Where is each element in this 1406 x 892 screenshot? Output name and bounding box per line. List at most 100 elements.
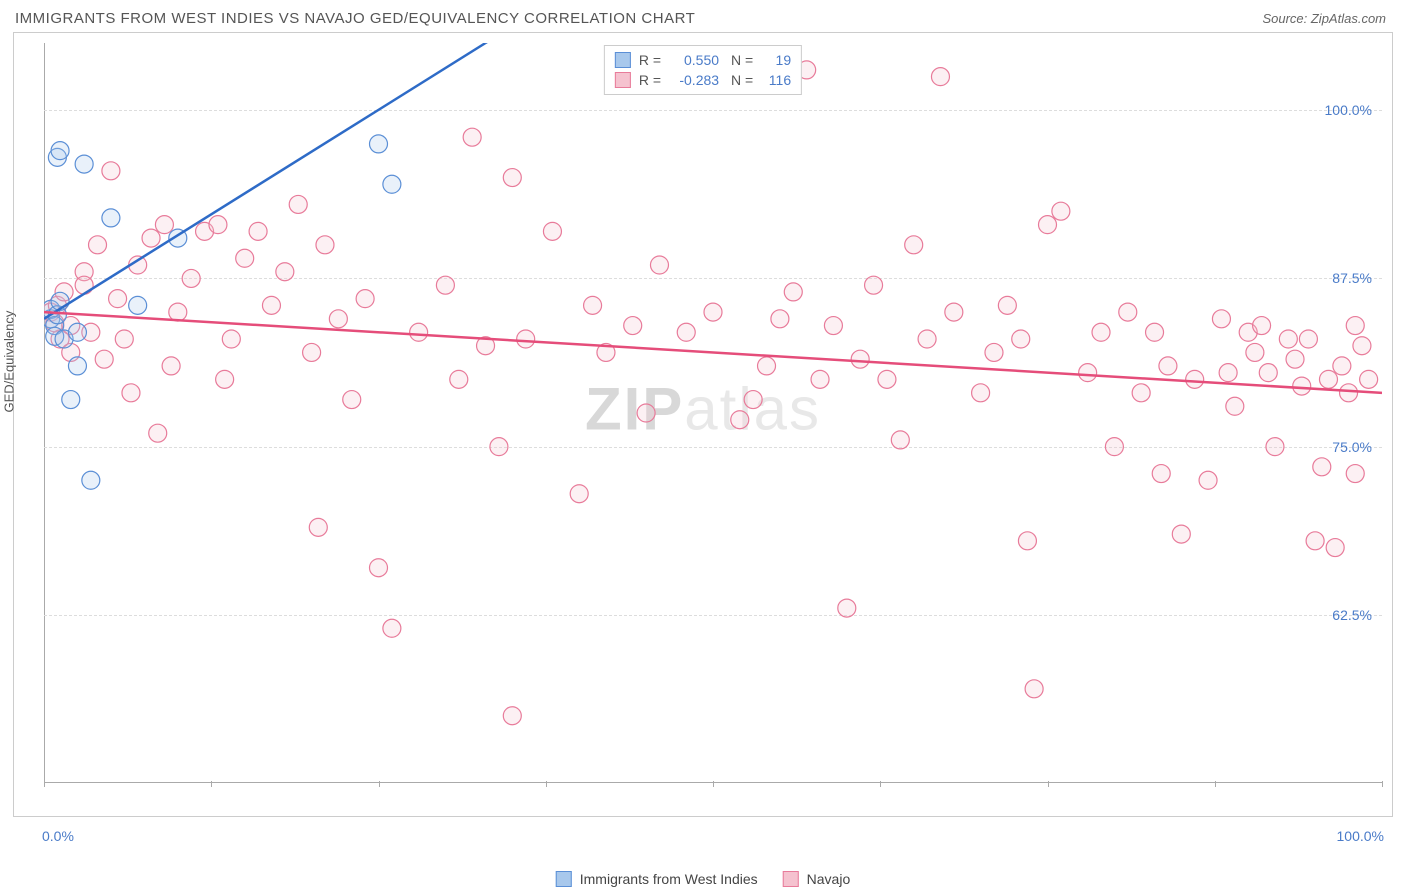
- scatter-point: [75, 155, 93, 173]
- scatter-point: [236, 249, 254, 267]
- scatter-point: [370, 135, 388, 153]
- scatter-point: [1286, 350, 1304, 368]
- scatter-point: [89, 236, 107, 254]
- scatter-point: [51, 142, 69, 160]
- scatter-point: [410, 323, 428, 341]
- scatter-point: [1119, 303, 1137, 321]
- scatter-point: [1266, 438, 1284, 456]
- scatter-point: [115, 330, 133, 348]
- scatter-point: [249, 222, 267, 240]
- scatter-point: [584, 296, 602, 314]
- scatter-point: [1253, 317, 1271, 335]
- scatter-point: [637, 404, 655, 422]
- scatter-point: [102, 209, 120, 227]
- scatter-point: [343, 391, 361, 409]
- scatter-point: [1025, 680, 1043, 698]
- scatter-point: [1018, 532, 1036, 550]
- r-label: R =: [639, 72, 661, 88]
- scatter-point: [1039, 216, 1057, 234]
- scatter-point: [972, 384, 990, 402]
- scatter-point: [450, 370, 468, 388]
- scatter-point: [109, 290, 127, 308]
- y-axis-label: GED/Equivalency: [2, 310, 17, 412]
- scatter-point: [677, 323, 695, 341]
- correlation-legend-row: R = -0.283 N = 116: [615, 70, 791, 90]
- scatter-point: [1012, 330, 1030, 348]
- scatter-point: [998, 296, 1016, 314]
- scatter-point: [945, 303, 963, 321]
- scatter-point: [517, 330, 535, 348]
- series-legend-item: Navajo: [783, 871, 851, 887]
- r-label: R =: [639, 52, 661, 68]
- scatter-point: [1353, 337, 1371, 355]
- scatter-point: [356, 290, 374, 308]
- scatter-point: [1152, 465, 1170, 483]
- scatter-point: [1092, 323, 1110, 341]
- scatter-point: [222, 330, 240, 348]
- scatter-point: [309, 518, 327, 536]
- r-value: -0.283: [669, 72, 719, 88]
- series-legend-label: Navajo: [807, 871, 851, 887]
- scatter-point: [1313, 458, 1331, 476]
- scatter-point: [289, 195, 307, 213]
- legend-swatch-icon: [783, 871, 799, 887]
- scatter-point: [758, 357, 776, 375]
- scatter-point: [838, 599, 856, 617]
- scatter-point: [744, 391, 762, 409]
- scatter-point: [129, 296, 147, 314]
- legend-swatch-icon: [615, 52, 631, 68]
- scatter-point: [1105, 438, 1123, 456]
- scatter-point: [162, 357, 180, 375]
- scatter-point: [68, 357, 86, 375]
- x-axis-min-label: 0.0%: [42, 828, 74, 844]
- trendline: [44, 312, 1382, 393]
- scatter-point: [1346, 317, 1364, 335]
- chart-title: IMMIGRANTS FROM WEST INDIES VS NAVAJO GE…: [15, 10, 695, 27]
- scatter-point: [503, 707, 521, 725]
- scatter-point: [155, 216, 173, 234]
- scatter-point: [905, 236, 923, 254]
- scatter-point: [1219, 364, 1237, 382]
- scatter-point: [276, 263, 294, 281]
- scatter-point: [209, 216, 227, 234]
- series-legend-label: Immigrants from West Indies: [580, 871, 758, 887]
- scatter-point: [122, 384, 140, 402]
- scatter-point: [824, 317, 842, 335]
- n-label: N =: [727, 72, 753, 88]
- scatter-point: [216, 370, 234, 388]
- trendline: [44, 43, 486, 319]
- scatter-point: [1299, 330, 1317, 348]
- scatter-point: [329, 310, 347, 328]
- scatter-point: [784, 283, 802, 301]
- n-label: N =: [727, 52, 753, 68]
- scatter-point: [142, 229, 160, 247]
- n-value: 19: [761, 52, 791, 68]
- scatter-point: [811, 370, 829, 388]
- chart-container: GED/Equivalency 62.5%75.0%87.5%100.0% ZI…: [13, 32, 1393, 817]
- scatter-point: [878, 370, 896, 388]
- scatter-point: [262, 296, 280, 314]
- scatter-point: [1052, 202, 1070, 220]
- scatter-point: [704, 303, 722, 321]
- scatter-point: [169, 303, 187, 321]
- scatter-point: [1333, 357, 1351, 375]
- scatter-point: [1246, 343, 1264, 361]
- source-attribution: Source: ZipAtlas.com: [1262, 11, 1386, 26]
- scatter-point: [1159, 357, 1177, 375]
- series-legend-item: Immigrants from West Indies: [556, 871, 758, 887]
- scatter-point: [650, 256, 668, 274]
- scatter-point: [68, 323, 86, 341]
- scatter-point: [985, 343, 1003, 361]
- scatter-point: [1199, 471, 1217, 489]
- scatter-point: [182, 269, 200, 287]
- scatter-point: [771, 310, 789, 328]
- scatter-point: [463, 128, 481, 146]
- scatter-point: [851, 350, 869, 368]
- scatter-point: [1360, 370, 1378, 388]
- scatter-point: [1146, 323, 1164, 341]
- scatter-point: [731, 411, 749, 429]
- scatter-point: [1319, 370, 1337, 388]
- scatter-point: [931, 68, 949, 86]
- scatter-point: [82, 471, 100, 489]
- scatter-point: [149, 424, 167, 442]
